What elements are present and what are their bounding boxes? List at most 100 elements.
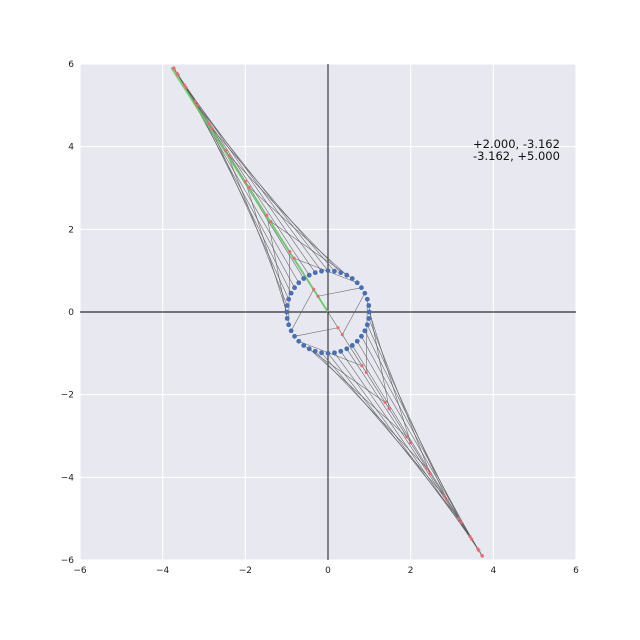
transformed-points — [172, 66, 484, 558]
unit-circle-point — [354, 280, 360, 286]
transformed-point — [193, 100, 197, 104]
transformed-point — [269, 220, 273, 224]
highlighted-vector — [170, 67, 329, 313]
transformed-point — [195, 103, 199, 107]
unit-circle-point — [319, 350, 324, 356]
x-tick-labels: −6 −4 −2 0 2 4 6 — [73, 566, 579, 576]
transformed-point — [409, 441, 413, 445]
transformed-point — [247, 185, 251, 189]
unit-circle-point — [338, 270, 344, 276]
transformed-point — [425, 466, 429, 470]
y-tick-label: 2 — [68, 225, 74, 235]
transformed-point — [207, 122, 211, 126]
unit-circle-point — [366, 303, 372, 308]
transformed-point — [336, 326, 340, 330]
transformed-point — [210, 126, 214, 130]
unit-circle-point — [296, 280, 302, 286]
connector-line — [185, 87, 322, 272]
connector-line — [368, 305, 390, 409]
y-tick-label: −2 — [61, 391, 74, 401]
unit-circle-point — [306, 346, 312, 352]
matrix-annotation-row-2: -3.162, +5.000 — [473, 149, 560, 163]
connector-line — [340, 351, 479, 550]
transformed-point — [470, 537, 474, 541]
transformed-point — [480, 554, 484, 558]
x-tick-label: 0 — [325, 566, 331, 576]
unit-circle-point — [292, 285, 297, 291]
unit-circle-point — [332, 268, 337, 274]
transformed-point — [288, 249, 292, 254]
connector-line — [194, 101, 292, 294]
connector-line — [290, 289, 314, 331]
connector-line — [266, 215, 288, 319]
unit-circle-point — [344, 346, 350, 352]
transformed-point — [364, 370, 368, 375]
unit-circle-point — [366, 309, 372, 315]
unit-circle-point — [325, 350, 331, 356]
unit-circle-point — [286, 322, 292, 328]
unit-circle-point — [284, 316, 290, 321]
transformed-point — [316, 294, 320, 298]
connector-line — [368, 318, 431, 474]
connector-line — [346, 348, 483, 556]
connector-line — [211, 128, 335, 272]
connector-line — [248, 186, 347, 276]
y-tick-label: 0 — [68, 308, 74, 318]
transformed-point — [459, 520, 463, 524]
transformed-point — [224, 148, 228, 153]
transformed-point — [477, 548, 481, 553]
connector-line — [184, 84, 295, 288]
unit-circle-point — [288, 328, 294, 334]
transformed-point — [383, 400, 387, 404]
unit-circle-point — [288, 290, 294, 296]
connector-line — [294, 327, 339, 337]
unit-circle-point — [362, 328, 368, 334]
unit-circle-points — [284, 268, 372, 356]
connector-line — [177, 74, 316, 273]
unit-circle-point — [364, 296, 370, 302]
x-tick-label: 4 — [490, 566, 496, 576]
transformed-point — [340, 333, 344, 337]
y-tick-label: 4 — [68, 143, 74, 153]
unit-circle-point — [344, 272, 350, 278]
transformed-point — [468, 534, 472, 539]
unit-circle-point — [332, 350, 337, 356]
transformed-point — [405, 435, 409, 439]
transformed-point — [442, 494, 446, 498]
connector-line — [321, 352, 445, 496]
connector-line — [197, 105, 329, 271]
unit-circle-point — [349, 276, 355, 281]
connector-line — [361, 336, 472, 540]
transformed-point — [243, 179, 247, 183]
y-tick-label: −4 — [61, 473, 75, 483]
connector-line — [225, 150, 288, 306]
connector-line — [309, 348, 408, 438]
unit-circle-point — [354, 338, 360, 344]
connector-line — [367, 324, 448, 501]
transformed-point — [387, 407, 391, 411]
transformed-point — [292, 256, 296, 260]
transformed-point — [445, 498, 449, 502]
unit-circle-point — [362, 290, 368, 296]
transformed-point — [172, 66, 176, 70]
connector-line — [173, 68, 310, 276]
x-tick-label: −4 — [156, 566, 170, 576]
transformed-point — [175, 71, 179, 76]
connector-line — [208, 123, 289, 300]
unit-circle-point — [359, 285, 364, 291]
unit-circle-point — [319, 268, 324, 274]
y-tick-labels: −6 −4 −2 0 2 4 6 — [61, 60, 75, 566]
unit-circle-point — [296, 338, 302, 344]
unit-circle-point — [284, 303, 290, 308]
connector-line — [245, 181, 287, 313]
unit-circle-point — [364, 322, 370, 328]
unit-circle-point — [312, 348, 318, 354]
y-tick-label: 6 — [68, 60, 74, 70]
x-tick-label: −6 — [73, 566, 87, 576]
unit-circle-point — [286, 296, 292, 302]
connector-line — [364, 330, 462, 523]
unit-circle-point — [284, 309, 290, 315]
x-tick-label: −2 — [239, 566, 252, 576]
transformed-point — [184, 85, 188, 90]
